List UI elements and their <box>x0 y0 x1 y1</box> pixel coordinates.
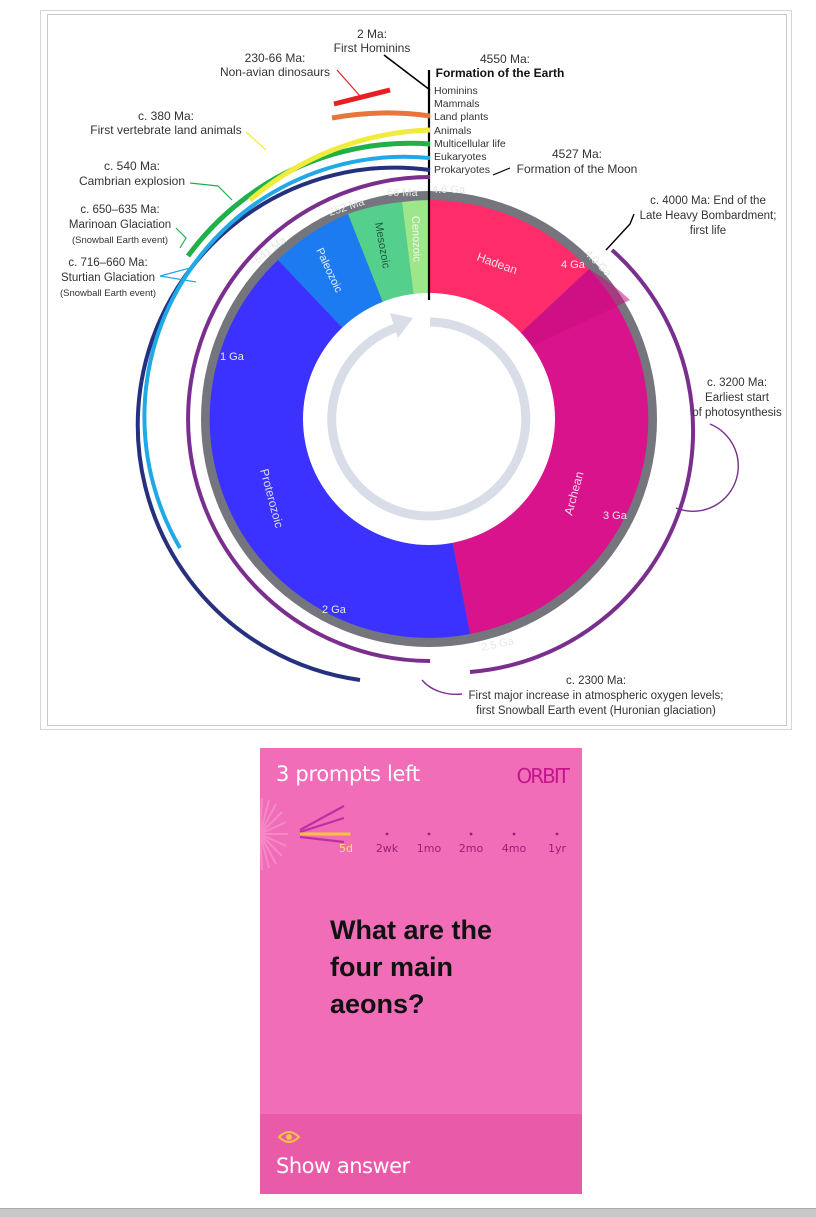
oxygen-leader <box>421 679 463 696</box>
interval-dot-2wk <box>385 832 389 836</box>
oxygen-line3: first Snowball Earth event (Huronian gla… <box>476 705 716 717</box>
dinosaurs-leader <box>336 69 361 97</box>
review-interval-timeline: 5d 2wk 1mo 2mo 4mo 1yr <box>260 797 567 871</box>
cambrian-leader <box>189 182 233 201</box>
orbit-review-card: 3 prompts left ORBIT 5d 2wk 1mo 2mo 4mo … <box>260 748 582 1194</box>
label-4-ga: 4 Ga <box>561 259 586 271</box>
bombardment-line3: first life <box>690 225 726 237</box>
dinosaurs-time: 230-66 Ma: <box>245 51 306 65</box>
photosynthesis-leader <box>675 423 739 512</box>
stack-prokaryotes: Prokaryotes <box>434 164 490 176</box>
animals-arc <box>248 127 431 202</box>
earth-time: 4550 Ma: <box>480 52 530 66</box>
sturtian-leader <box>159 267 197 283</box>
marinoan-line2: Marinoan Glaciation <box>69 219 171 231</box>
oxygen-line2: First major increase in atmospheric oxyg… <box>468 690 723 702</box>
stack-mammals: Mammals <box>434 98 480 110</box>
stack-animals: Animals <box>434 125 471 137</box>
oxygen-line1: c. 2300 Ma: <box>566 675 626 687</box>
label-3-ga: 3 Ga <box>603 510 628 522</box>
photosynthesis-line1: c. 3200 Ma: <box>707 377 767 389</box>
land-animals-time: c. 380 Ma: <box>138 109 194 123</box>
hominins-text: First Hominins <box>334 41 411 55</box>
interval-1mo: 1mo <box>417 842 442 855</box>
marinoan-line1: c. 650–635 Ma: <box>80 204 159 216</box>
prompts-left-label: 3 prompts left <box>276 762 420 786</box>
photosynthesis-line2: Earliest start <box>705 392 770 404</box>
marinoan-leader <box>175 227 187 249</box>
show-answer-button[interactable]: Show answer <box>260 1114 582 1194</box>
stack-multicellular: Multicellular life <box>434 138 506 150</box>
interval-2mo: 2mo <box>459 842 484 855</box>
sturtian-line2: Sturtian Glaciation <box>61 272 155 284</box>
cambrian-time: c. 540 Ma: <box>104 159 160 173</box>
stack-hominins: Hominins <box>434 85 478 97</box>
interval-dot-5d <box>347 832 351 836</box>
interval-dot-1mo <box>427 832 431 836</box>
land-animals-leader <box>245 131 267 151</box>
label-1-ga: 1 Ga <box>220 351 245 363</box>
moon-time: 4527 Ma: <box>552 147 602 161</box>
label-66-ma: 66 Ma <box>387 187 418 199</box>
label-2-ga: 2 Ga <box>322 604 347 616</box>
bombardment-line2: Late Heavy Bombardment; <box>640 210 777 222</box>
hominins-leader <box>383 54 431 91</box>
archean-outer-arc <box>469 248 696 674</box>
geological-clock-diagram: 4.6 Ga 66 Ma 252 Ma 541 Ma 1 Ga 2 Ga 2.5… <box>60 27 782 717</box>
prompt-question: What are the four main aeons? <box>330 915 493 1019</box>
stack-eukaryotes: Eukaryotes <box>434 151 487 163</box>
bottom-scrollbar-edge <box>0 1208 816 1217</box>
dinosaurs-text: Non-avian dinosaurs <box>220 65 330 79</box>
inner-arrowhead <box>390 313 413 338</box>
progress-rays <box>299 805 345 844</box>
interval-5d: 5d <box>339 842 353 855</box>
land-animals-text: First vertebrate land animals <box>90 123 241 137</box>
interval-dot-4mo <box>512 832 516 836</box>
marinoan-line3: (Snowball Earth event) <box>72 235 168 246</box>
show-answer-label: Show answer <box>276 1154 410 1178</box>
orbit-logo: ORBIT <box>516 764 571 788</box>
land-plants-arc <box>331 110 431 121</box>
inner-disc <box>303 293 555 545</box>
interval-4mo: 4mo <box>502 842 527 855</box>
cambrian-text: Cambrian explosion <box>79 174 185 188</box>
interval-dot-2mo <box>469 832 473 836</box>
inner-arrow-icon <box>327 317 531 521</box>
interval-dot-1yr <box>555 832 559 836</box>
sturtian-line1: c. 716–660 Ma: <box>68 257 147 269</box>
prokaryotes-arc <box>135 165 431 682</box>
bombardment-line1: c. 4000 Ma: End of the <box>650 195 766 207</box>
moon-leader <box>492 167 511 176</box>
sturtian-line3: (Snowball Earth event) <box>60 288 156 299</box>
interval-1yr: 1yr <box>548 842 567 855</box>
stack-land-plants: Land plants <box>434 111 488 123</box>
cenozoic-label: Cenozoic <box>409 216 423 263</box>
eukaryotes-arc <box>142 154 431 550</box>
label-4-6-ga: 4.6 Ga <box>432 184 466 196</box>
proterozoic-outer-arc <box>186 175 431 663</box>
bombardment-leader <box>605 213 635 251</box>
photosynthesis-line3: of photosynthesis <box>692 407 782 419</box>
moon-text: Formation of the Moon <box>517 162 638 176</box>
mammals-arc <box>333 87 391 107</box>
hominins-time: 2 Ma: <box>357 27 387 41</box>
eye-icon <box>278 1131 300 1143</box>
sunburst-icon <box>260 797 288 871</box>
earth-text: Formation of the Earth <box>436 66 565 80</box>
interval-2wk: 2wk <box>376 842 399 855</box>
